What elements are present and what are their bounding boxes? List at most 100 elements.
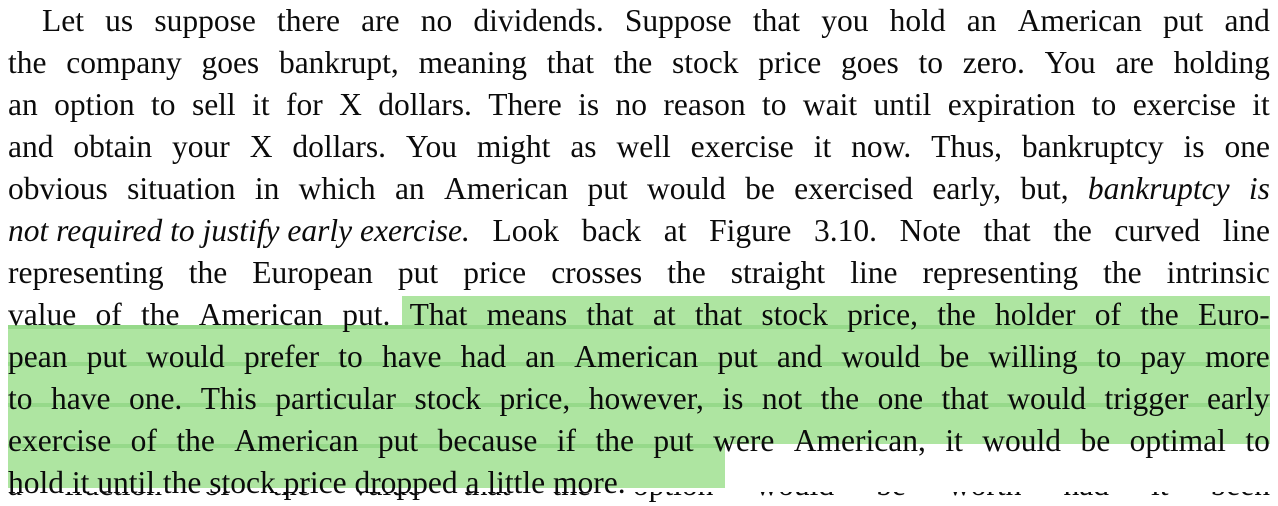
word: at <box>663 213 687 248</box>
word: the <box>552 492 590 506</box>
highlighted-word: to <box>1245 423 1270 458</box>
word: exercised <box>794 171 914 206</box>
word: of <box>95 297 122 332</box>
highlighted-word: means <box>486 297 568 332</box>
highlighted-word: that <box>941 381 989 416</box>
word: option <box>633 492 714 506</box>
word: it <box>252 87 270 122</box>
word: of <box>204 492 230 506</box>
highlighted-word: pean <box>8 339 68 374</box>
word: American <box>443 171 569 206</box>
highlighted-word: the <box>937 297 976 332</box>
word: one <box>1224 129 1270 164</box>
word: put <box>1163 3 1204 38</box>
highlighted-word: put <box>717 339 758 374</box>
word: the <box>188 255 228 290</box>
word: no <box>615 87 648 122</box>
text-line-2: the company goes bankrupt, meaning that … <box>8 42 1270 84</box>
word: and <box>1224 3 1270 38</box>
highlighted-word: be <box>1080 423 1111 458</box>
highlighted-word: one <box>877 381 924 416</box>
word: now. <box>851 129 912 164</box>
word: it <box>1252 87 1270 122</box>
highlighted-word: not <box>761 381 803 416</box>
word: to <box>918 45 943 80</box>
word: exercise <box>1132 87 1236 122</box>
word: fraction <box>64 492 162 506</box>
highlighted-word: stock <box>414 381 481 416</box>
word: which <box>298 171 376 206</box>
text-line-11: exercise of the American put because if … <box>8 420 1270 462</box>
word: zero. <box>962 45 1025 80</box>
word: put <box>397 255 439 290</box>
word: are <box>361 3 400 38</box>
word: goes <box>201 45 260 80</box>
clipped-next-line-text: a fraction of the value that the option … <box>8 492 1270 506</box>
highlighted-word: American <box>574 339 699 374</box>
clipped-next-line: a fraction of the value that the option … <box>8 492 1270 506</box>
word: early, <box>932 171 1002 206</box>
highlighted-word: stock <box>761 297 828 332</box>
highlighted-word: put <box>86 339 127 374</box>
text-line-1: Let us suppose there are no dividends. S… <box>8 0 1270 42</box>
word: to <box>762 87 787 122</box>
highlighted-word: pay <box>1140 339 1186 374</box>
highlighted-word: prefer <box>243 339 320 374</box>
word: There <box>488 87 562 122</box>
word: stock <box>672 45 739 80</box>
word: value <box>353 492 421 506</box>
highlighted-word: the <box>595 423 634 458</box>
word: Figure <box>709 213 792 248</box>
word: obtain <box>73 129 153 164</box>
highlighted-word: This <box>200 381 257 416</box>
word: price <box>758 45 822 80</box>
word: straight <box>730 255 826 290</box>
highlighted-word: to <box>8 381 33 416</box>
text-line-4: and obtain your X dollars. You might as … <box>8 126 1270 168</box>
word: is <box>1183 129 1205 164</box>
word: dollars. <box>292 129 386 164</box>
highlighted-word: put <box>653 423 694 458</box>
word: You <box>1044 45 1096 80</box>
word: a <box>8 492 22 506</box>
highlighted-word: and <box>776 339 823 374</box>
word: Thus, <box>931 129 1002 164</box>
highlighted-word: be <box>939 339 970 374</box>
word: to <box>1091 87 1117 122</box>
word: in <box>254 171 280 206</box>
highlighted-word: more <box>1205 339 1270 374</box>
word: suppose <box>154 3 256 38</box>
highlighted-word: have <box>51 381 111 416</box>
word: situation <box>127 171 236 206</box>
word: line <box>850 255 898 290</box>
word: company <box>66 45 182 80</box>
highlighted-word: trigger <box>1104 381 1189 416</box>
text-line-10: to have one. This particular stock price… <box>8 378 1270 420</box>
highlighted-word: however, <box>588 381 704 416</box>
highlighted-word: exercise <box>8 423 112 458</box>
highlighted-word: that <box>586 297 634 332</box>
word: price <box>463 255 527 290</box>
highlighted-word: early <box>1206 381 1270 416</box>
highlighted-word: is <box>722 381 744 416</box>
word: meaning <box>418 45 528 80</box>
text-line-6: not required to justify early exercise. … <box>8 210 1270 252</box>
highlighted-word: price, <box>847 297 918 332</box>
word: European <box>252 255 373 290</box>
word: but, <box>1020 171 1069 206</box>
highlighted-word: would <box>146 339 225 374</box>
highlighted-word: holder <box>995 297 1076 332</box>
word: to <box>151 87 176 122</box>
highlighted-word: would <box>982 423 1062 458</box>
word: bankrupt, <box>278 45 399 80</box>
word: exercise <box>690 129 794 164</box>
word: put <box>587 171 628 206</box>
word: back <box>581 213 642 248</box>
word: holding <box>1173 45 1270 80</box>
highlighted-word: American <box>234 423 359 458</box>
text-line-8: value of the American put. That means th… <box>8 294 1270 336</box>
word: representing <box>8 255 164 290</box>
word: line <box>1222 213 1270 248</box>
